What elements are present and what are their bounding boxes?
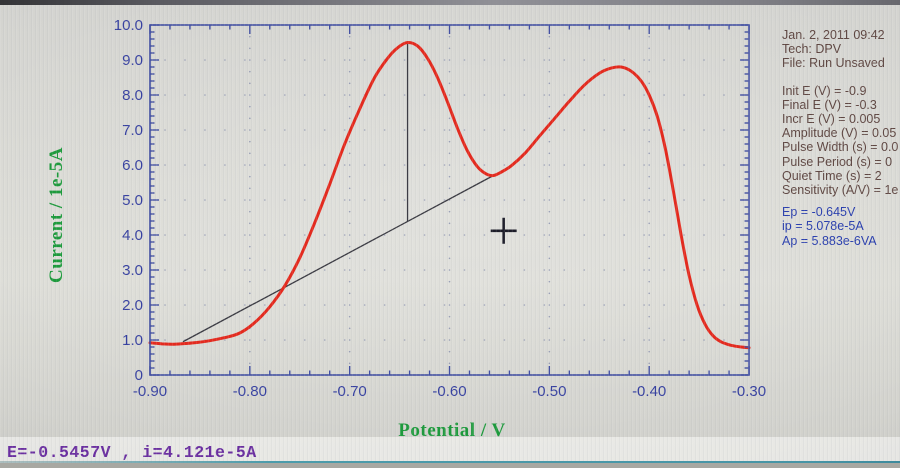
dpv-curve [148,40,751,350]
param-line: Sensitivity (A/V) = 1e [782,183,899,198]
param-line: Amplitude (V) = 0.05 [782,126,897,141]
plot-area[interactable] [150,25,749,375]
baseline-line [182,174,494,343]
svg-text:2.0: 2.0 [122,297,143,314]
status-readout: E=-0.5457V , i=4.121e-5A [7,443,257,462]
svg-text:-0.60: -0.60 [432,383,466,400]
svg-text:-0.70: -0.70 [333,383,367,400]
svg-text:7.0: 7.0 [122,122,143,139]
info-header-line: Tech: DPV [782,42,842,57]
param-line: Pulse Period (s) = 0 [782,154,893,169]
svg-text:1.0: 1.0 [122,332,143,349]
param-line: Quiet Time (s) = 2 [782,168,882,183]
svg-text:4.0: 4.0 [122,227,143,244]
svg-text:5.0: 5.0 [122,192,143,209]
info-params: Init E (V) = -0.9 Final E (V) = -0.3 Incr … [782,84,900,198]
x-axis-title: Potential / V [398,420,506,441]
result-line: ip = 5.078e-5A [782,219,864,234]
param-line: Init E (V) = -0.9 [782,83,867,98]
svg-text:0: 0 [135,367,143,384]
info-header-line: File: Run Unsaved [782,56,885,71]
result-line: Ap = 5.883e-6VA [782,233,877,248]
svg-text:6.0: 6.0 [122,157,143,174]
svg-text:-0.30: -0.30 [732,383,766,400]
axis-tick-labels: -0.90 -0.80 -0.70 -0.60 -0.50 -0.40 -0.30 10.0 9… [114,17,766,400]
y-axis-title: Current / 1e-5A [46,147,67,283]
svg-text:-0.40: -0.40 [632,383,666,400]
info-results: Ep = -0.645V ip = 5.078e-5A Ap = 5.883e-6V… [782,205,900,248]
info-header: Jan. 2, 2011 09:42 Tech: DPV File: Run Uns… [782,28,900,71]
svg-text:8.0: 8.0 [122,87,143,104]
info-panel: Jan. 2, 2011 09:42 Tech: DPV File: Run Uns… [782,28,900,248]
status-bar [0,437,900,461]
param-line: Incr E (V) = 0.005 [782,112,881,127]
result-line: Ep = -0.645V [782,205,856,220]
svg-text:10.0: 10.0 [114,17,143,34]
svg-text:-0.80: -0.80 [233,383,267,400]
svg-text:-0.90: -0.90 [133,383,167,400]
svg-text:-0.50: -0.50 [532,383,566,400]
axis-ticks [149,24,750,376]
svg-text:3.0: 3.0 [122,262,143,279]
cursor-cross-icon [490,217,517,244]
param-line: Pulse Width (s) = 0.0 [782,140,899,155]
svg-text:9.0: 9.0 [122,52,143,69]
param-line: Final E (V) = -0.3 [782,97,877,112]
info-header-line: Jan. 2, 2011 09:42 [782,28,885,42]
